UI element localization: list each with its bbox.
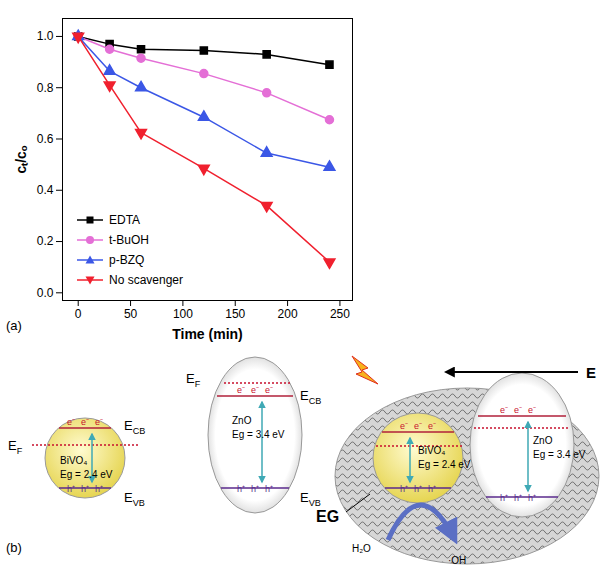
- html-text:p-BZQ: p-BZQ: [109, 253, 145, 267]
- svg-text:h⁺: h⁺: [528, 493, 536, 503]
- svg-text:Eg = 2.4 eV: Eg = 2.4 eV: [60, 469, 113, 480]
- svg-text:h⁺: h⁺: [414, 484, 422, 494]
- svg-text:EF: EF: [186, 371, 201, 389]
- svg-text:e⁻: e⁻: [67, 417, 75, 427]
- svg-text:ECB: ECB: [300, 388, 321, 406]
- svg-text:e⁻: e⁻: [414, 421, 422, 431]
- svg-text:h⁺: h⁺: [251, 484, 259, 494]
- svg-text:Time (min): Time (min): [172, 326, 243, 342]
- svg-text:Eg = 2.4 eV: Eg = 2.4 eV: [418, 459, 471, 470]
- svg-text:100: 100: [173, 307, 193, 321]
- svg-text:h⁺: h⁺: [95, 484, 103, 494]
- svg-text:EG: EG: [316, 508, 339, 525]
- svg-text:ZnO: ZnO: [533, 435, 553, 446]
- svg-text:e⁻: e⁻: [400, 421, 408, 431]
- svg-text:e⁻: e⁻: [81, 417, 89, 427]
- svg-text:0.0: 0.0: [37, 286, 54, 300]
- svg-text:E: E: [586, 364, 596, 381]
- svg-text:1.0: 1.0: [37, 29, 54, 43]
- svg-text:200: 200: [278, 307, 298, 321]
- svg-text:0.4: 0.4: [37, 183, 54, 197]
- svg-text:250: 250: [330, 307, 350, 321]
- svg-text:cₜ/cₒ: cₜ/cₒ: [13, 145, 29, 173]
- svg-text:EVB: EVB: [300, 490, 321, 508]
- svg-text:h⁺: h⁺: [265, 484, 273, 494]
- svg-text:h⁺: h⁺: [67, 484, 75, 494]
- svg-text:0.8: 0.8: [37, 81, 54, 95]
- html-text:EDTA: EDTA: [109, 213, 141, 227]
- svg-text:0.2: 0.2: [37, 234, 54, 248]
- svg-text:50: 50: [124, 307, 138, 321]
- svg-text:h⁺: h⁺: [514, 493, 522, 503]
- svg-text:e⁻: e⁻: [514, 405, 522, 415]
- svg-text:e⁻: e⁻: [251, 385, 259, 395]
- svg-text:e⁻: e⁻: [95, 417, 103, 427]
- svg-text:e⁻: e⁻: [428, 421, 436, 431]
- svg-text:(a): (a): [6, 318, 22, 333]
- svg-text:ZnO: ZnO: [232, 415, 252, 426]
- svg-text:e⁻: e⁻: [528, 405, 536, 415]
- svg-text:h⁺: h⁺: [500, 493, 508, 503]
- svg-text:e⁻: e⁻: [500, 405, 508, 415]
- svg-text:e⁻: e⁻: [237, 385, 245, 395]
- svg-text:·OH: ·OH: [448, 555, 466, 566]
- svg-text:EVB: EVB: [124, 490, 145, 508]
- svg-text:h⁺: h⁺: [428, 484, 436, 494]
- svg-text:BiVO₄: BiVO₄: [418, 445, 445, 456]
- svg-text:0.6: 0.6: [37, 132, 54, 146]
- svg-text:H₂O: H₂O: [352, 543, 371, 554]
- svg-text:EF: EF: [8, 438, 23, 456]
- svg-text:0: 0: [75, 307, 82, 321]
- svg-text:h⁺: h⁺: [237, 484, 245, 494]
- svg-text:h⁺: h⁺: [81, 484, 89, 494]
- svg-text:BiVO₄: BiVO₄: [60, 455, 87, 466]
- svg-text:ECB: ECB: [124, 418, 145, 436]
- html-text:No scavenger: No scavenger: [109, 273, 183, 287]
- svg-text:Eg = 3.4 eV: Eg = 3.4 eV: [533, 449, 586, 460]
- svg-text:(b): (b): [6, 540, 22, 555]
- svg-text:150: 150: [225, 307, 245, 321]
- svg-text:Eg = 3.4 eV: Eg = 3.4 eV: [232, 429, 285, 440]
- svg-text:e⁻: e⁻: [265, 385, 273, 395]
- html-text:t-BuOH: t-BuOH: [109, 233, 149, 247]
- svg-text:h⁺: h⁺: [400, 484, 408, 494]
